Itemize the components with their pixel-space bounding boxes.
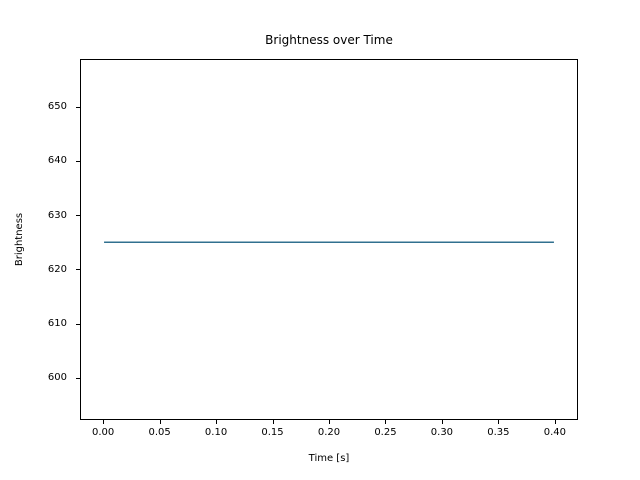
- y-tick-mark: [76, 160, 80, 162]
- y-tick-mark: [76, 215, 80, 217]
- y-tick-label: 620: [47, 263, 67, 275]
- x-tick-label: 0.15: [261, 427, 284, 438]
- x-tick-label: 0.20: [317, 427, 341, 438]
- y-axis-label-text: Brightness: [14, 212, 26, 267]
- y-tick-label: 650: [47, 101, 67, 113]
- x-tick-mark: [216, 420, 218, 424]
- x-tick-mark: [498, 420, 500, 424]
- y-tick-label: 600: [47, 372, 67, 384]
- x-tick-label: 0.00: [92, 427, 115, 438]
- x-tick-mark: [554, 420, 556, 424]
- x-tick-mark: [272, 420, 274, 424]
- x-axis-label: Time [s]: [308, 453, 350, 464]
- x-tick-mark: [385, 420, 387, 424]
- y-tick-label: 610: [47, 318, 67, 330]
- x-tick-label: 0.10: [204, 427, 228, 438]
- x-tick-label: 0.25: [374, 427, 397, 438]
- x-tick-mark: [159, 420, 161, 424]
- x-tick-label: 0.30: [430, 427, 454, 438]
- y-tick-mark: [76, 106, 80, 108]
- y-axis-label: Brightness: [13, 59, 27, 420]
- x-tick-label: 0.35: [487, 427, 510, 438]
- y-tick-mark: [76, 269, 80, 271]
- x-tick-label: 0.40: [543, 427, 566, 438]
- plot-area: [80, 59, 578, 420]
- y-tick-mark: [76, 377, 80, 379]
- y-tick-mark: [76, 323, 80, 325]
- x-tick-mark: [441, 420, 443, 424]
- y-tick-label: 640: [47, 155, 67, 167]
- x-tick-mark: [329, 420, 330, 424]
- x-tick-mark: [103, 420, 105, 424]
- data-series-layer: [104, 241, 554, 243]
- y-tick-label: 630: [47, 209, 67, 221]
- x-tick-label: 0.05: [148, 427, 171, 438]
- chart-title: Brightness over Time: [265, 33, 393, 47]
